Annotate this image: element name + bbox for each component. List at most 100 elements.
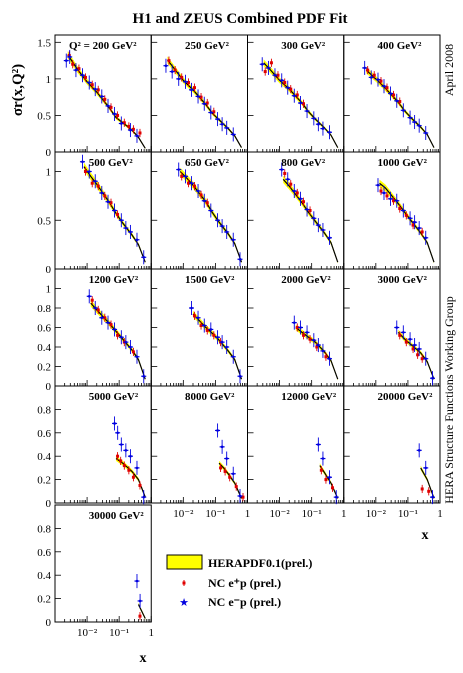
panel-frame xyxy=(54,385,152,504)
point-ep-plus xyxy=(90,179,94,188)
y-tick-label: 0.5 xyxy=(37,215,51,227)
point-ep-minus xyxy=(112,416,118,431)
point-ep-minus xyxy=(315,338,321,353)
point-ep-minus xyxy=(279,162,285,177)
point-ep-minus xyxy=(230,232,236,247)
point-ep-minus xyxy=(169,64,175,79)
point-ep-minus xyxy=(127,123,133,138)
point-ep-minus xyxy=(320,121,326,136)
point-ep-plus xyxy=(205,198,209,207)
panel-q2-label: 5000 GeV² xyxy=(89,391,139,403)
point-ep-minus xyxy=(195,183,201,199)
point-ep-minus xyxy=(219,117,225,132)
point-ep-minus xyxy=(134,128,140,143)
panel-2: 250 GeV² xyxy=(150,34,248,153)
y-tick-label: 1 xyxy=(46,74,52,86)
point-ep-plus xyxy=(219,463,223,472)
x-tick-label: 10⁻¹ xyxy=(205,508,225,520)
point-ep-minus xyxy=(237,369,243,384)
y-tick-label: 0 xyxy=(46,381,52,393)
y-axis-label: σr(x,Q²) xyxy=(10,64,26,116)
point-ep-minus xyxy=(230,466,236,481)
point-ep-plus xyxy=(192,83,196,92)
point-ep-minus xyxy=(423,230,429,245)
point-ep-minus xyxy=(134,460,140,475)
point-ep-plus xyxy=(308,335,312,344)
point-ep-minus xyxy=(291,88,297,103)
point-ep-minus xyxy=(429,490,435,505)
y-tick-label: 0 xyxy=(46,498,52,510)
point-ep-plus xyxy=(180,172,184,181)
point-ep-plus xyxy=(180,73,184,82)
point-ep-minus xyxy=(429,371,435,386)
point-ep-minus xyxy=(208,322,214,337)
point-ep-minus xyxy=(141,490,147,505)
point-ep-minus xyxy=(298,95,304,111)
panel-q2-label: 12000 GeV² xyxy=(281,391,337,403)
point-ep-plus xyxy=(319,466,323,475)
point-ep-plus xyxy=(289,85,293,94)
point-ep-minus xyxy=(79,154,85,169)
point-ep-minus xyxy=(291,183,297,199)
point-ep-plus xyxy=(116,210,120,219)
point-ep-minus xyxy=(285,80,291,95)
point-ep-minus xyxy=(412,338,418,353)
point-ep-plus xyxy=(302,331,306,340)
point-ep-plus xyxy=(276,71,280,80)
point-ep-plus xyxy=(138,612,142,621)
chart-title: H1 and ZEUS Combined PDF Fit xyxy=(133,11,348,27)
panel-frame xyxy=(150,385,248,504)
fit-band xyxy=(283,175,338,264)
legend-label-fit: HERAPDF0.1(prel.) xyxy=(208,556,312,570)
panel-q2-label: 800 GeV² xyxy=(281,157,326,169)
point-ep-minus xyxy=(326,125,332,140)
x-tick-label: 1 xyxy=(149,627,155,639)
point-ep-minus xyxy=(298,191,304,206)
point-ep-plus xyxy=(71,60,75,69)
point-ep-plus xyxy=(131,473,135,482)
panel-q2-label: 1000 GeV² xyxy=(377,157,427,169)
point-ep-plus xyxy=(404,211,408,220)
point-ep-minus xyxy=(219,439,225,454)
point-ep-minus xyxy=(219,219,225,234)
point-ep-minus xyxy=(416,118,422,133)
point-ep-plus xyxy=(186,179,190,188)
point-ep-plus xyxy=(289,180,293,189)
point-ep-plus xyxy=(116,452,120,461)
point-ep-plus xyxy=(379,186,383,196)
point-ep-minus xyxy=(134,574,140,589)
point-ep-minus xyxy=(407,332,413,347)
point-ep-minus xyxy=(375,178,381,193)
legend-label-ep-minus: NC e⁻p (prel.) xyxy=(208,595,281,609)
panel-3: 300 GeV² xyxy=(247,34,345,153)
panel-frame xyxy=(150,268,248,387)
point-ep-minus xyxy=(304,325,310,340)
panel-5: 0 0.5 1 500 GeV² xyxy=(37,151,152,276)
point-ep-minus xyxy=(423,125,429,141)
point-ep-plus xyxy=(420,484,424,494)
point-ep-plus xyxy=(199,321,203,330)
panel-8: 1000 GeV² xyxy=(343,151,441,270)
x-axis-label-2: x xyxy=(140,651,147,666)
point-ep-minus xyxy=(326,351,332,366)
y-tick-label: 0 xyxy=(46,147,52,159)
point-ep-minus xyxy=(134,232,140,247)
point-ep-plus xyxy=(234,482,238,491)
point-ep-minus xyxy=(230,127,236,142)
panel-13: 0 0.2 0.4 0.6 0.8 5000 GeV² xyxy=(37,385,152,510)
point-ep-minus xyxy=(99,89,105,104)
point-ep-plus xyxy=(295,323,299,332)
point-ep-minus xyxy=(92,174,98,189)
fit-line xyxy=(137,604,146,619)
panel-frame xyxy=(343,385,441,504)
legend-marker-ep-plus xyxy=(182,580,186,586)
point-ep-minus xyxy=(394,193,400,208)
point-ep-minus xyxy=(79,68,85,83)
y-tick-label: 0.4 xyxy=(37,570,51,582)
point-ep-plus xyxy=(302,99,306,108)
panel-6: 650 GeV² xyxy=(150,151,248,270)
point-ep-minus xyxy=(311,211,317,226)
panel-frame xyxy=(54,504,152,623)
point-ep-minus xyxy=(134,349,140,364)
point-ep-plus xyxy=(411,344,415,354)
